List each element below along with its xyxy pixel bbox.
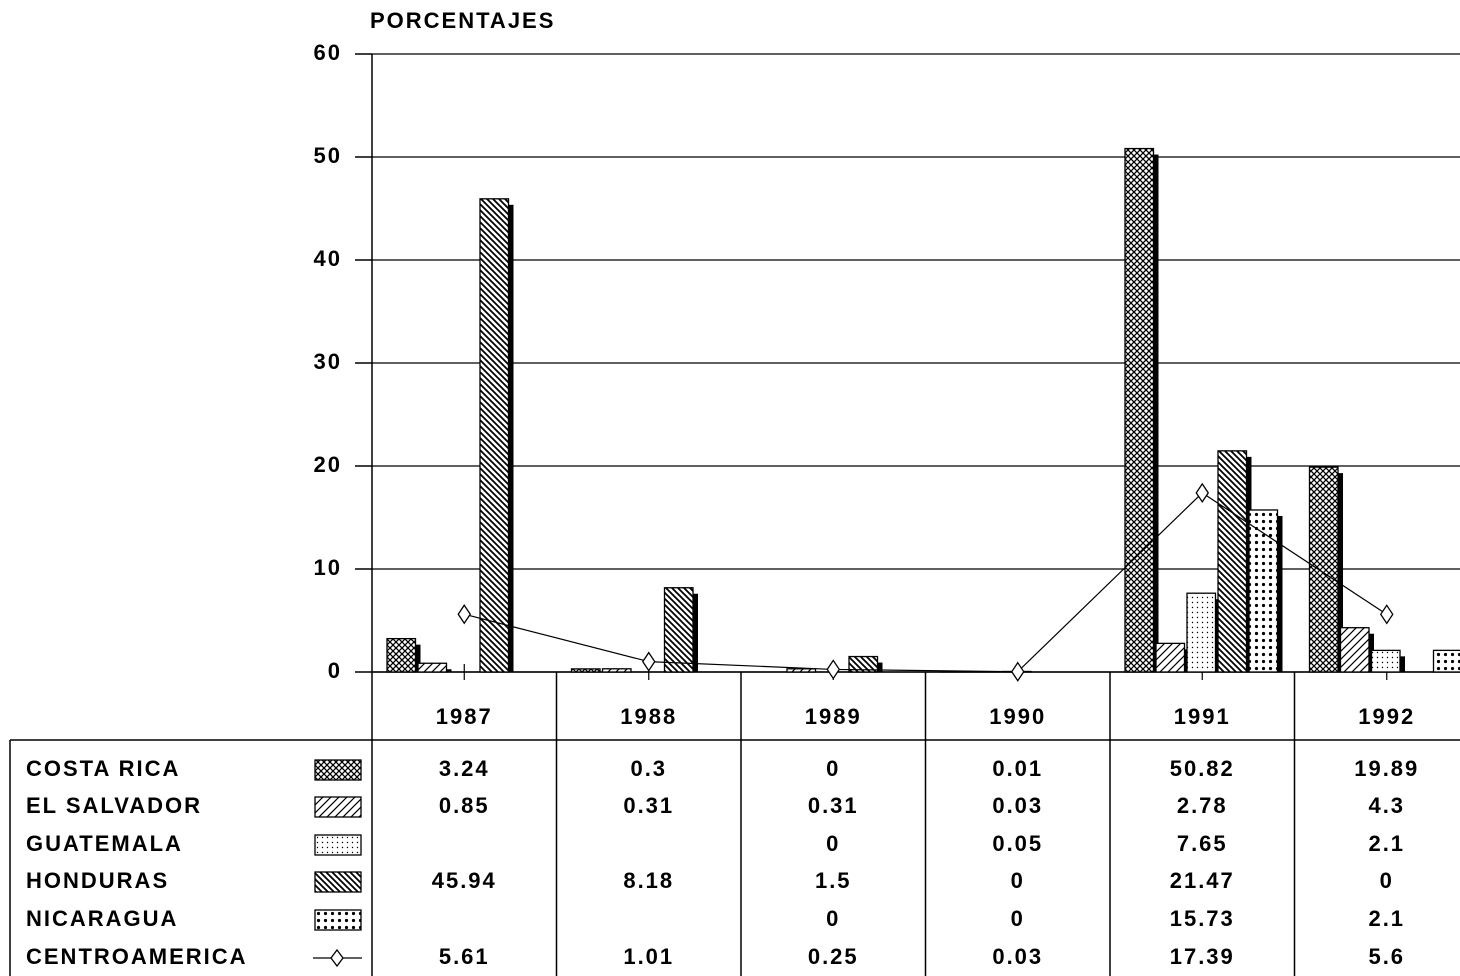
y-tick-label: 20: [314, 452, 342, 477]
table-cell: 50.82: [1170, 756, 1235, 781]
table-cell: 17.39: [1170, 944, 1235, 969]
table-cell: 0.01: [992, 756, 1043, 781]
marker: [1379, 604, 1394, 625]
table-cell: 0.3: [630, 756, 667, 781]
y-axis-label: PORCENTAJES: [370, 8, 555, 33]
table-cell: 0.03: [992, 944, 1043, 969]
legend-label: EL SALVADOR: [26, 793, 202, 818]
marker: [826, 659, 841, 680]
legend-swatch: [314, 796, 362, 818]
y-tick-label: 50: [314, 143, 342, 168]
table-cell: 0: [826, 906, 840, 931]
table-cell: 8.18: [623, 868, 674, 893]
x-tick-label: 1987: [436, 704, 493, 729]
line: [464, 492, 1388, 673]
table-cell: 19.89: [1354, 756, 1419, 781]
table-cell: 2.1: [1368, 831, 1405, 856]
bar: [417, 662, 448, 673]
marker: [1010, 661, 1025, 682]
y-tick-label: 30: [314, 349, 342, 374]
bar: [1308, 466, 1339, 673]
bar: [1217, 450, 1248, 673]
bar: [570, 668, 601, 673]
legend-label: COSTA RICA: [26, 756, 180, 781]
bar: [1370, 649, 1401, 673]
bar: [1155, 642, 1186, 673]
table-cell: 5.6: [1368, 944, 1405, 969]
bar: [1248, 509, 1279, 673]
table-cell: 1.01: [623, 944, 674, 969]
marker: [641, 651, 656, 672]
bar: [1432, 649, 1460, 673]
x-tick-label: 1990: [989, 704, 1046, 729]
bar: [1186, 592, 1217, 673]
legend-swatch: [314, 759, 362, 781]
bar: [848, 655, 879, 673]
legend-label: NICARAGUA: [26, 906, 178, 931]
table-cell: 0: [1011, 906, 1025, 931]
y-tick-label: 10: [314, 555, 342, 580]
table-cell: 3.24: [439, 756, 490, 781]
table-cell: 21.47: [1170, 868, 1235, 893]
table-cell: 0.05: [992, 831, 1043, 856]
table-cell: 1.5: [815, 868, 852, 893]
bar: [1339, 627, 1370, 673]
table-cell: 0: [1011, 868, 1025, 893]
table-cell: 0: [1380, 868, 1394, 893]
y-tick-label: 40: [314, 246, 342, 271]
table-cell: 45.94: [432, 868, 497, 893]
y-tick-label: 0: [328, 658, 342, 683]
legend-swatch: [314, 871, 362, 893]
table-cell: 2.1: [1368, 906, 1405, 931]
marker: [457, 604, 472, 625]
table-cell: 0: [826, 756, 840, 781]
bar: [1124, 147, 1155, 673]
bar: [786, 668, 817, 673]
table-cell: 2.78: [1177, 793, 1228, 818]
y-tick-label: 60: [314, 40, 342, 65]
table-cell: 7.65: [1177, 831, 1228, 856]
legend-swatch: [314, 834, 362, 856]
bar: [386, 637, 417, 673]
legend-swatch: [314, 909, 362, 931]
bar: [601, 668, 632, 673]
table-cell: 0.85: [439, 793, 490, 818]
bar: [663, 587, 694, 673]
table-cell: 0.31: [808, 793, 859, 818]
table-cell: 15.73: [1170, 906, 1235, 931]
table-cell: 0.25: [808, 944, 859, 969]
table-cell: 0.31: [623, 793, 674, 818]
table-cell: 0.03: [992, 793, 1043, 818]
x-tick-label: 1991: [1174, 704, 1231, 729]
x-tick-label: 1988: [620, 704, 677, 729]
table-cell: 5.61: [439, 944, 490, 969]
bar: [479, 198, 510, 673]
legend-label: HONDURAS: [26, 868, 169, 893]
legend-label: GUATEMALA: [26, 831, 183, 856]
x-tick-label: 1992: [1358, 704, 1415, 729]
table-cell: 0: [826, 831, 840, 856]
legend-label: CENTROAMERICA: [26, 944, 248, 969]
legend-swatch: [330, 948, 344, 968]
x-tick-label: 1989: [805, 704, 862, 729]
marker: [1195, 482, 1210, 504]
table-cell: 4.3: [1368, 793, 1405, 818]
